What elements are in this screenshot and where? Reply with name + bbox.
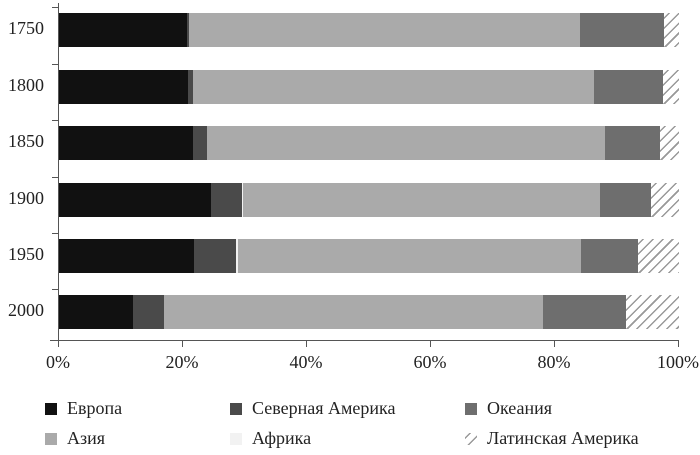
segment-4 [600, 183, 652, 217]
y-axis [58, 3, 59, 340]
x-tick-label: 0% [46, 352, 70, 372]
legend-swatch-icon [465, 432, 477, 445]
y-tick-label: 1900 [8, 188, 44, 208]
x-tick [430, 340, 431, 347]
segment-3 [238, 239, 582, 273]
legend-item: Африка [230, 428, 311, 449]
y-tick [52, 7, 58, 8]
bar-1750 [59, 13, 679, 47]
segment-0 [59, 295, 134, 329]
segment-2 [236, 239, 239, 273]
x-tick-label: 20% [165, 352, 199, 372]
legend-label: Африка [252, 428, 312, 448]
y-tick [52, 177, 58, 178]
x-tick [554, 340, 555, 347]
y-tick [52, 120, 58, 121]
segment-1 [194, 239, 237, 273]
legend-label: Океания [487, 398, 553, 418]
bar-1900 [59, 183, 679, 217]
segment-1 [192, 126, 208, 160]
x-tick-label: 100% [657, 352, 699, 372]
x-tick [182, 340, 183, 347]
legend-item: Северная Америка [230, 398, 395, 419]
legend-swatch-icon [230, 402, 242, 415]
segment-1 [210, 183, 242, 217]
segment-5 [662, 70, 679, 104]
segment-4 [605, 126, 661, 160]
x-axis [50, 340, 679, 341]
legend-swatch-icon [465, 402, 477, 415]
legend-label: Азия [67, 428, 106, 448]
bar-2000 [59, 295, 679, 329]
segment-0 [59, 183, 211, 217]
y-tick-label: 1750 [8, 18, 44, 38]
y-tick [52, 233, 58, 234]
segment-3 [188, 13, 581, 47]
y-tick [52, 289, 58, 290]
legend-swatch-icon [45, 432, 57, 445]
y-tick-label: 1800 [8, 75, 44, 95]
y-tick-label: 1950 [8, 244, 44, 264]
segment-1 [187, 70, 193, 104]
segment-5 [626, 295, 679, 329]
segment-3 [192, 70, 595, 104]
segment-0 [59, 239, 195, 273]
segment-5 [660, 126, 679, 160]
x-tick-label: 80% [537, 352, 571, 372]
segment-4 [580, 13, 665, 47]
segment-0 [59, 13, 187, 47]
x-tick-label: 60% [413, 352, 447, 372]
segment-4 [594, 70, 663, 104]
legend-item: Европа [45, 398, 122, 419]
segment-1 [133, 295, 165, 329]
legend-label: Северная Америка [252, 398, 396, 418]
segment-4 [543, 295, 627, 329]
y-tick [52, 64, 58, 65]
segment-3 [207, 126, 606, 160]
segment-2 [241, 183, 244, 217]
segment-3 [243, 183, 601, 217]
segment-5 [651, 183, 679, 217]
segment-3 [164, 295, 544, 329]
legend-item: Азия [45, 428, 105, 449]
legend-swatch-icon [230, 432, 242, 445]
legend-label: Латинская Америка [487, 428, 639, 448]
x-tick [58, 340, 59, 347]
segment-5 [638, 239, 679, 273]
legend-item: Океания [465, 398, 552, 419]
bar-1950 [59, 239, 679, 273]
segment-0 [59, 70, 188, 104]
segment-1 [186, 13, 189, 47]
x-tick [678, 340, 679, 347]
bar-1850 [59, 126, 679, 160]
x-tick [306, 340, 307, 347]
bar-1800 [59, 70, 679, 104]
segment-4 [581, 239, 639, 273]
legend-item: Латинская Америка [465, 428, 639, 449]
x-tick-label: 40% [289, 352, 323, 372]
segment-5 [664, 13, 679, 47]
legend-swatch-icon [45, 402, 57, 415]
segment-0 [59, 126, 193, 160]
y-tick-label: 2000 [8, 300, 44, 320]
y-tick-label: 1850 [8, 131, 44, 151]
legend-label: Европа [67, 398, 123, 418]
